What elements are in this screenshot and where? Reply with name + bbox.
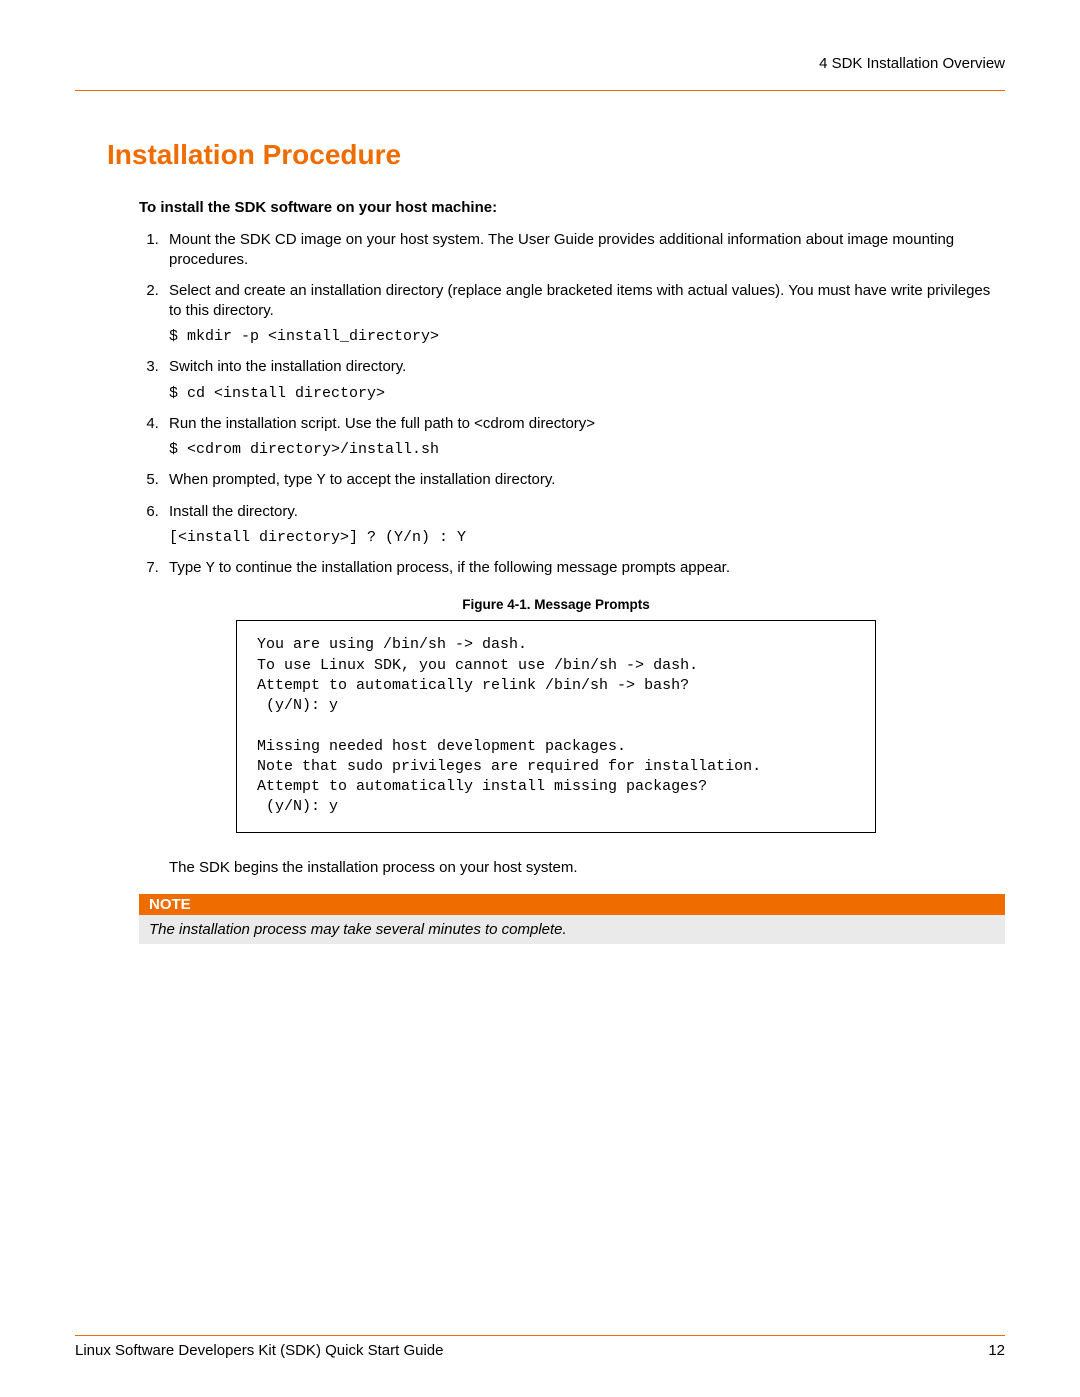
step-5-pre: When prompted, type [169,471,317,488]
step-4-cmd: $ <cdrom directory>/install.sh [169,440,1005,460]
step-5-post: to accept the installation directory. [326,471,556,488]
step-6: Install the directory. [<install directo… [163,502,1005,549]
footer-left: Linux Software Developers Kit (SDK) Quic… [75,1342,443,1359]
step-5: When prompted, type Y to accept the inst… [163,470,1005,491]
message-prompts-box: You are using /bin/sh -> dash. To use Li… [236,620,876,832]
step-7-post: to continue the installation process, if… [215,559,730,576]
page-footer: Linux Software Developers Kit (SDK) Quic… [75,1335,1005,1359]
section-title: Installation Procedure [107,139,1005,171]
step-1: Mount the SDK CD image on your host syst… [163,230,1005,271]
step-2-cmd: $ mkdir -p <install_directory> [169,327,1005,347]
step-7-mono: Y [206,560,215,577]
step-7: Type Y to continue the installation proc… [163,558,1005,579]
step-5-mono: Y [317,472,326,489]
step-4-text: Run the installation script. Use the ful… [169,414,1005,434]
step-2-text: Select and create an installation direct… [169,281,1005,322]
step-3: Switch into the installation directory. … [163,357,1005,404]
note-label: NOTE [139,894,1005,915]
note-block: NOTE The installation process may take s… [139,894,1005,944]
page: 4 SDK Installation Overview Installation… [0,0,1080,1397]
content-area: Installation Procedure To install the SD… [75,139,1005,944]
intro-text: To install the SDK software on your host… [139,199,1005,216]
step-2: Select and create an installation direct… [163,281,1005,348]
step-3-cmd: $ cd <install directory> [169,384,1005,404]
header-right-text: 4 SDK Installation Overview [75,55,1005,72]
page-header: 4 SDK Installation Overview [75,55,1005,91]
step-6-text: Install the directory. [169,502,1005,522]
step-1-text: Mount the SDK CD image on your host syst… [169,230,1005,271]
steps-list: Mount the SDK CD image on your host syst… [139,230,1005,579]
header-rule [75,90,1005,91]
figure-caption: Figure 4-1. Message Prompts [107,597,1005,612]
step-4: Run the installation script. Use the ful… [163,414,1005,461]
footer-rule [75,1335,1005,1336]
step-3-text: Switch into the installation directory. [169,357,1005,377]
after-box-text: The SDK begins the installation process … [169,859,1005,876]
step-7-pre: Type [169,559,206,576]
footer-row: Linux Software Developers Kit (SDK) Quic… [75,1342,1005,1359]
note-body: The installation process may take severa… [139,915,1005,944]
step-6-cmd: [<install directory>] ? (Y/n) : Y [169,528,1005,548]
footer-page-number: 12 [988,1342,1005,1359]
